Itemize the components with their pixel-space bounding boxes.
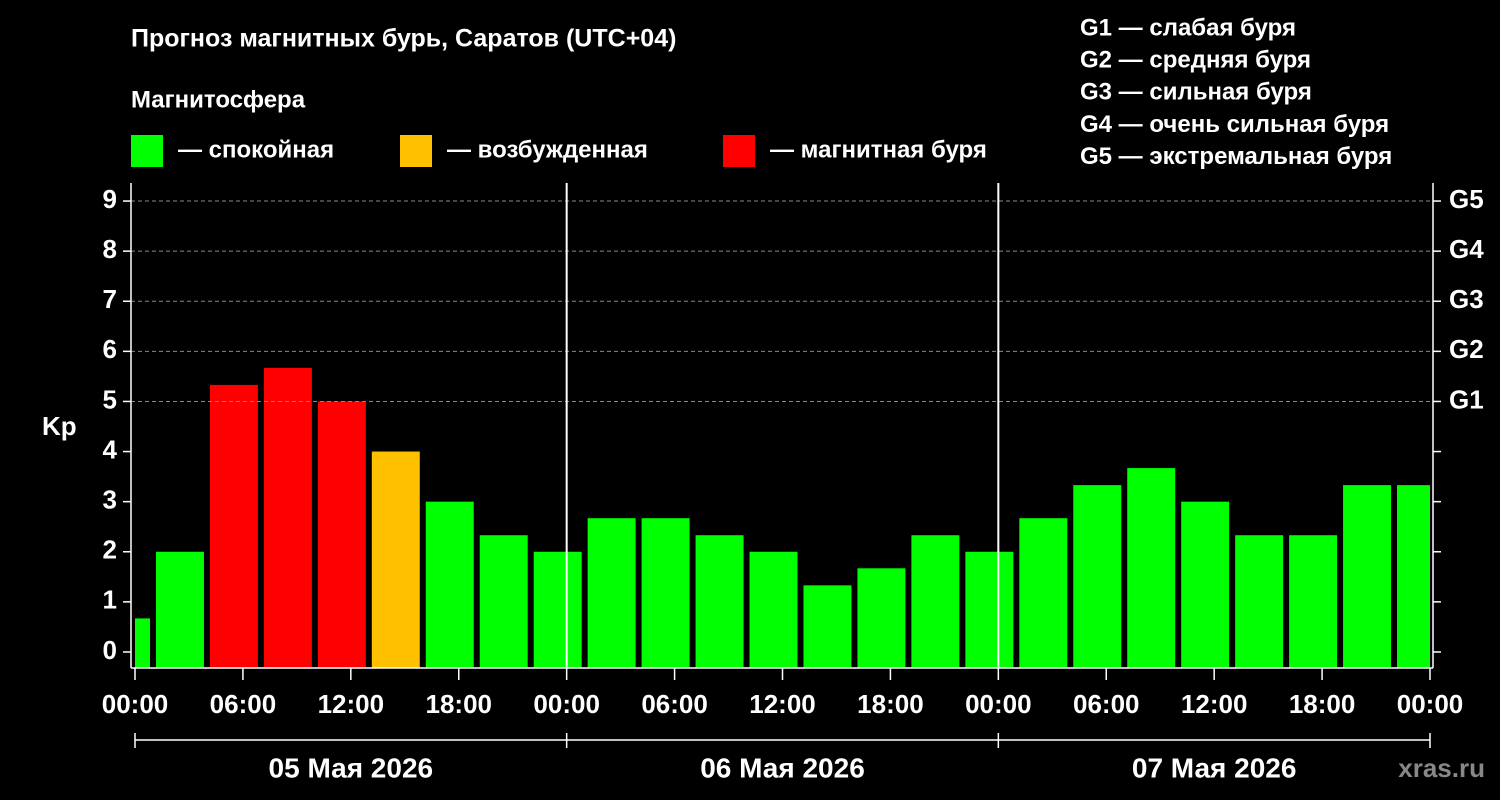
bar [533,551,582,668]
x-tick-label: 00:00 [1397,689,1464,719]
bar [1289,535,1338,668]
g-scale-entry: G4 — очень сильная буря [1080,111,1389,138]
bar [263,367,312,668]
x-tick-label: 00:00 [533,689,600,719]
x-tick-label: 18:00 [857,689,924,719]
bar [695,535,744,668]
x-tick-label: 06:00 [641,689,708,719]
bar [587,518,636,668]
x-tick-label: 00:00 [965,689,1032,719]
bar [1235,535,1284,668]
bar [965,551,1014,668]
g-scale-entry: G2 — средняя буря [1080,47,1311,74]
y-tick-label: 5 [103,384,117,414]
chart-title: Прогноз магнитных бурь, Саратов (UTC+04) [131,25,676,53]
legend-swatch [131,135,163,167]
bar [1019,518,1068,668]
bar [1073,485,1122,668]
x-tick-label: 18:00 [1289,689,1356,719]
y-tick-label: 3 [103,485,117,515]
y-axis-label: Kp [42,411,77,441]
y-tick-label: 1 [103,585,117,615]
day-label: 05 Мая 2026 [269,752,434,783]
y2-tick-label: G5 [1449,184,1484,214]
x-tick-label: 12:00 [1181,689,1248,719]
watermark: xras.ru [1398,753,1485,783]
bar [1343,485,1392,668]
bar [479,535,528,668]
bar [641,518,690,668]
y-tick-label: 4 [103,434,118,464]
bar [1127,468,1176,668]
y-tick-label: 8 [103,234,117,264]
y-tick-label: 7 [103,284,117,314]
x-tick-label: 12:00 [749,689,816,719]
bar [911,535,960,668]
x-tick-label: 00:00 [102,689,169,719]
y2-tick-label: G3 [1449,284,1484,314]
y2-tick-label: G2 [1449,334,1484,364]
legend-title: Магнитосфера [131,86,306,113]
y-tick-label: 0 [103,635,117,665]
bar [317,401,366,668]
legend-swatch [723,135,755,167]
y2-tick-label: G4 [1449,234,1484,264]
bar [803,585,852,668]
bar [1397,485,1430,668]
bar [371,451,420,668]
x-tick-label: 12:00 [318,689,385,719]
bars [135,367,1430,668]
legend-label: — возбужденная [447,136,648,163]
y-tick-label: 2 [103,535,117,565]
y2-tick-label: G1 [1449,384,1484,414]
g-scale-entry: G5 — экстремальная буря [1080,143,1392,170]
y-tick-label: 9 [103,184,117,214]
legend-swatch [400,135,432,167]
g-scale-entry: G1 — слабая буря [1080,14,1296,41]
x-tick-label: 18:00 [426,689,493,719]
legend-label: — магнитная буря [770,136,987,163]
bar [155,551,204,668]
x-tick-label: 06:00 [1073,689,1140,719]
bar [857,568,906,668]
g-scale-entry: G3 — сильная буря [1080,79,1312,106]
bar [135,618,150,668]
bar [425,501,474,668]
legend-label: — спокойная [178,136,334,163]
bar [209,384,258,668]
x-tick-label: 06:00 [210,689,277,719]
day-label: 07 Мая 2026 [1132,752,1297,783]
day-label: 06 Мая 2026 [700,752,865,783]
bar [1181,501,1230,668]
y-tick-label: 6 [103,334,117,364]
bar [749,551,798,668]
